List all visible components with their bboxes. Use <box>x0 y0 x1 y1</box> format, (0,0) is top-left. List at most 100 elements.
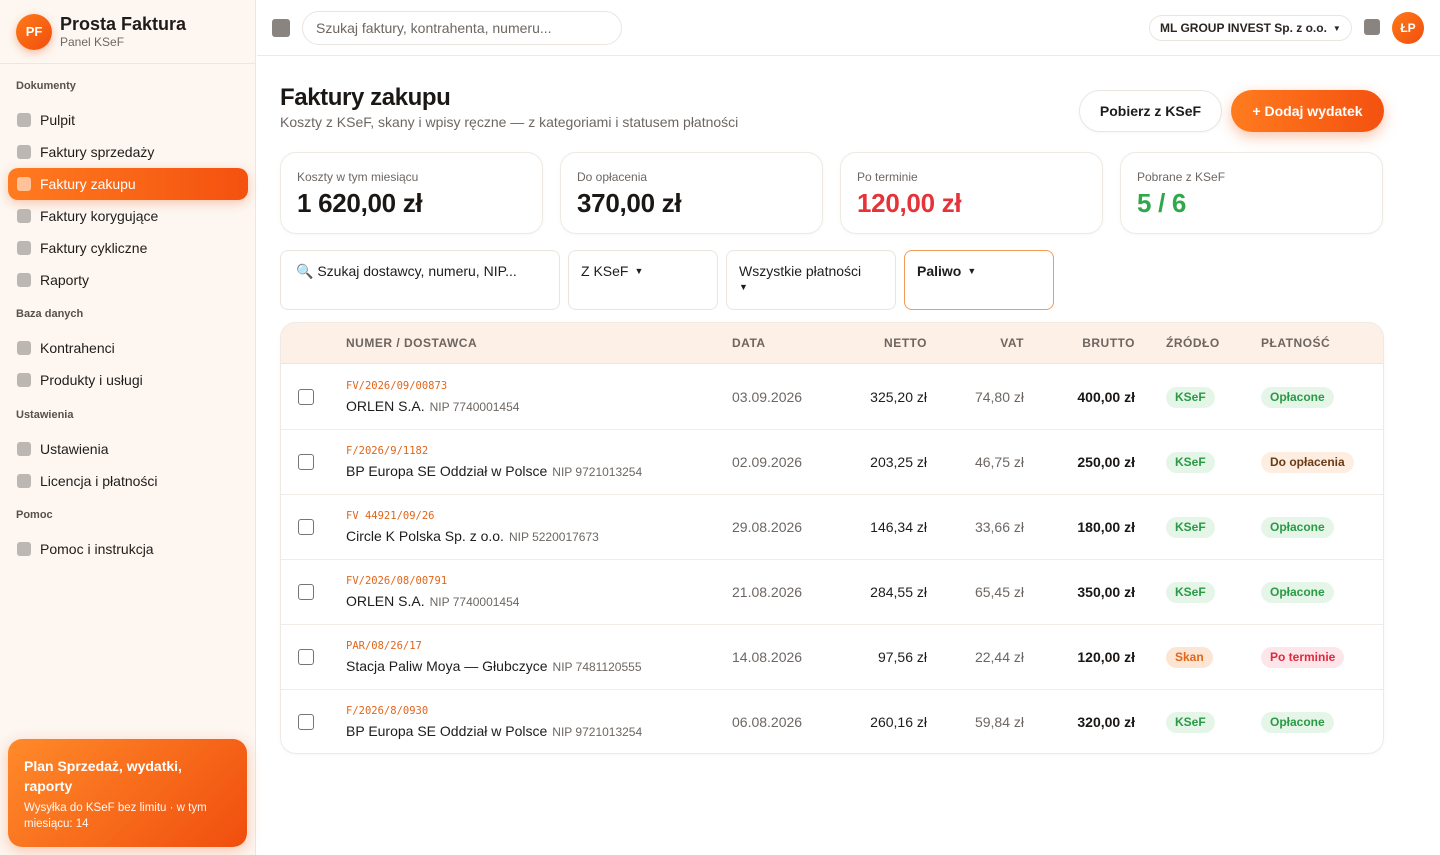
sidebar-item-faktury-sprzedaży[interactable]: Faktury sprzedaży <box>8 136 248 168</box>
sidebar-item-label: Faktury zakupu <box>40 176 136 192</box>
amount-net: 260,16 zł <box>870 714 927 730</box>
sidebar-item-icon <box>17 373 31 387</box>
category-filter-value: Paliwo <box>917 263 962 279</box>
nav-section-title: Baza danych <box>16 308 84 320</box>
page-subtitle: Koszty z KSeF, skany i wpisy ręczne — z … <box>280 114 739 130</box>
payment-filter-select[interactable]: Wszystkie płatności ▼ <box>726 250 896 310</box>
source-badge: KSeF <box>1166 517 1215 538</box>
row-checkbox[interactable] <box>298 649 314 665</box>
supplier-name[interactable]: ORLEN S.A. <box>346 593 425 609</box>
nav-section-title: Dokumenty <box>16 80 76 92</box>
supplier-name[interactable]: Stacja Paliw Moya — Głubczyce <box>346 658 548 674</box>
col-payment[interactable]: PŁATNOŚĆ <box>1261 336 1331 350</box>
sidebar-item-label: Pomoc i instrukcja <box>40 541 154 557</box>
sidebar-item-raporty[interactable]: Raporty <box>8 264 248 296</box>
sidebar-item-pomoc-i-instrukcja[interactable]: Pomoc i instrukcja <box>8 533 248 565</box>
amount-net: 97,56 zł <box>877 649 927 665</box>
amount-net: 146,34 zł <box>870 519 927 535</box>
nav-section-group: Dokumenty Pulpit Faktury sprzedaży Faktury … <box>0 76 256 296</box>
row-checkbox[interactable] <box>298 584 314 600</box>
stat-value: 1 620,00 zł <box>297 188 423 218</box>
table-row[interactable]: FV 44921/09/26 Circle K Polska Sp. z o.o.… <box>281 495 1383 560</box>
notifications-icon[interactable] <box>1364 19 1380 35</box>
col-source[interactable]: ŹRÓDŁO <box>1166 336 1220 350</box>
supplier-nip: NIP 7740001454 <box>429 400 520 414</box>
nav-section-title: Ustawienia <box>16 409 74 421</box>
sidebar-item-pulpit[interactable]: Pulpit <box>8 104 248 136</box>
payment-status-badge: Opłacone <box>1261 387 1334 408</box>
supplier-name[interactable]: BP Europa SE Oddział w Polsce <box>346 723 548 739</box>
sidebar-item-faktury-zakupu[interactable]: Faktury zakupu <box>8 168 248 200</box>
sidebar-item-label: Ustawienia <box>40 441 109 457</box>
table-row[interactable]: PAR/08/26/17 Stacja Paliw Moya — Głubczyc… <box>281 625 1383 690</box>
brand[interactable]: PF Prosta Faktura Panel KSeF <box>0 0 255 64</box>
invoice-number[interactable]: FV/2026/09/00873 <box>346 380 448 392</box>
stat-card: Po terminie 120,00 zł <box>840 152 1103 234</box>
col-gross[interactable]: BRUTTO <box>1082 336 1135 350</box>
supplier-cell: ORLEN S.A. NIP 7740001454 <box>346 398 519 414</box>
stat-card: Koszty w tym miesiącu 1 620,00 zł <box>280 152 543 234</box>
sidebar-item-licencja-i-płatności[interactable]: Licencja i płatności <box>8 465 248 497</box>
invoice-number[interactable]: F/2026/8/0930 <box>346 705 429 717</box>
row-checkbox[interactable] <box>298 389 314 405</box>
amount-gross: 120,00 zł <box>1077 649 1135 665</box>
col-number-supplier[interactable]: NUMER / DOSTAWCA <box>346 336 478 350</box>
menu-icon[interactable] <box>272 19 290 37</box>
supplier-search-placeholder: Szukaj dostawcy, numeru, NIP... <box>317 263 517 279</box>
row-checkbox[interactable] <box>298 519 314 535</box>
nav-spacer <box>0 425 256 433</box>
invoice-number[interactable]: FV/2026/08/00791 <box>346 575 448 587</box>
amount-gross: 180,00 zł <box>1077 519 1135 535</box>
plan-title: Plan Sprzedaż, wydatki, raporty <box>24 758 182 794</box>
supplier-name[interactable]: Circle K Polska Sp. z o.o. <box>346 528 504 544</box>
col-vat[interactable]: VAT <box>1000 336 1024 350</box>
search-icon: 🔍 <box>296 263 314 279</box>
source-filter-select[interactable]: Z KSeF ▼ <box>568 250 718 310</box>
invoice-number[interactable]: FV 44921/09/26 <box>346 510 435 522</box>
category-filter-select[interactable]: Paliwo ▼ <box>904 250 1054 310</box>
nav-section-group: Ustawienia Ustawienia Licencja i płatności <box>0 405 256 497</box>
payment-status-badge: Opłacone <box>1261 582 1334 603</box>
table-row[interactable]: F/2026/9/1182 BP Europa SE Oddział w Pols… <box>281 430 1383 495</box>
sidebar-item-icon <box>17 542 31 556</box>
page-title: Faktury zakupu <box>280 84 451 111</box>
fetch-ksef-button[interactable]: Pobierz z KSeF <box>1079 90 1222 132</box>
table-row[interactable]: FV/2026/09/00873 ORLEN S.A. NIP 7740001454… <box>281 365 1383 430</box>
table-row[interactable]: F/2026/8/0930 BP Europa SE Oddział w Pols… <box>281 690 1383 753</box>
table-row[interactable]: FV/2026/08/00791 ORLEN S.A. NIP 7740001454… <box>281 560 1383 625</box>
supplier-search-input[interactable]: 🔍 Szukaj dostawcy, numeru, NIP... <box>280 250 560 310</box>
source-badge: KSeF <box>1166 452 1215 473</box>
supplier-name[interactable]: ORLEN S.A. <box>346 398 425 414</box>
sidebar-item-label: Faktury cykliczne <box>40 240 148 256</box>
sidebar-item-ustawienia[interactable]: Ustawienia <box>8 433 248 465</box>
sidebar-item-icon <box>17 113 31 127</box>
nav-spacer <box>0 96 256 104</box>
sidebar-item-kontrahenci[interactable]: Kontrahenci <box>8 332 248 364</box>
row-checkbox[interactable] <box>298 714 314 730</box>
plan-card[interactable]: Plan Sprzedaż, wydatki, raporty Wysyłka … <box>8 739 247 847</box>
sidebar-item-label: Licencja i płatności <box>40 473 158 489</box>
global-search-input[interactable]: Szukaj faktury, kontrahenta, numeru... <box>302 11 622 45</box>
col-net[interactable]: NETTO <box>884 336 927 350</box>
source-badge: KSeF <box>1166 582 1215 603</box>
sidebar-item-produkty-i-usługi[interactable]: Produkty i usługi <box>8 364 248 396</box>
sidebar-item-icon <box>17 209 31 223</box>
payment-status-badge: Opłacone <box>1261 517 1334 538</box>
company-name: ML GROUP INVEST Sp. z o.o. <box>1160 21 1327 35</box>
add-expense-button[interactable]: + Dodaj wydatek <box>1231 90 1384 132</box>
invoice-number[interactable]: PAR/08/26/17 <box>346 640 422 652</box>
sidebar-item-faktury-korygujące[interactable]: Faktury korygujące <box>8 200 248 232</box>
col-date[interactable]: DATA <box>732 336 766 350</box>
sidebar-item-icon <box>17 474 31 488</box>
user-avatar[interactable]: ŁP <box>1392 12 1424 44</box>
sidebar-item-label: Pulpit <box>40 112 76 128</box>
company-selector[interactable]: ML GROUP INVEST Sp. z o.o. ▼ <box>1149 15 1352 41</box>
amount-net: 203,25 zł <box>870 454 927 470</box>
invoice-number[interactable]: F/2026/9/1182 <box>346 445 429 457</box>
amount-net: 284,55 zł <box>870 584 927 600</box>
invoice-date: 02.09.2026 <box>732 454 803 470</box>
invoice-date: 21.08.2026 <box>732 584 803 600</box>
row-checkbox[interactable] <box>298 454 314 470</box>
sidebar-item-faktury-cykliczne[interactable]: Faktury cykliczne <box>8 232 248 264</box>
supplier-name[interactable]: BP Europa SE Oddział w Polsce <box>346 463 548 479</box>
